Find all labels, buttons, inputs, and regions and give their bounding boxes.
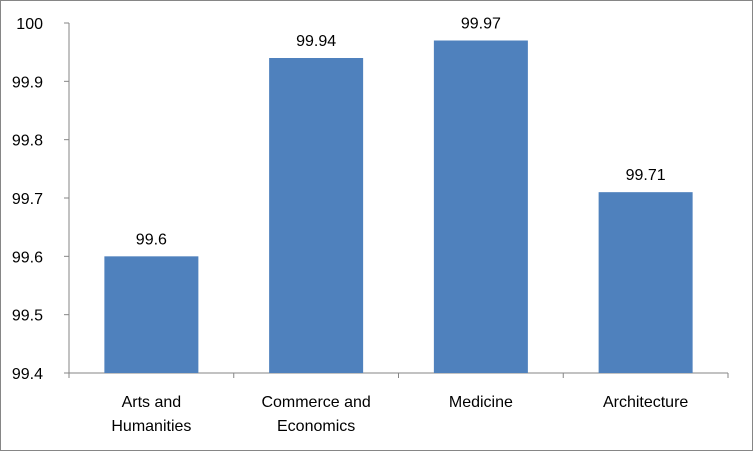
y-tick-label: 99.6 bbox=[12, 249, 43, 266]
y-tick-label: 99.9 bbox=[12, 74, 43, 91]
category-label: Architecture bbox=[603, 394, 688, 411]
data-label: 99.71 bbox=[626, 167, 666, 184]
y-tick-label: 99.5 bbox=[12, 308, 43, 325]
category-label: Commerce and bbox=[261, 394, 370, 411]
data-label: 99.94 bbox=[296, 33, 336, 50]
category-label: Arts and bbox=[122, 394, 182, 411]
data-label: 99.6 bbox=[136, 231, 167, 248]
data-label: 99.97 bbox=[461, 16, 501, 33]
y-tick-label: 99.8 bbox=[12, 133, 43, 150]
category-label: Humanities bbox=[111, 418, 191, 435]
bar bbox=[269, 58, 364, 373]
y-tick-label: 99.7 bbox=[12, 191, 43, 208]
category-label: Economics bbox=[277, 418, 355, 435]
bar bbox=[598, 192, 693, 373]
y-tick-label: 99.4 bbox=[12, 366, 43, 383]
category-label: Medicine bbox=[449, 394, 513, 411]
bar bbox=[104, 256, 199, 373]
bar bbox=[433, 40, 528, 373]
y-tick-label: 100 bbox=[16, 16, 43, 33]
